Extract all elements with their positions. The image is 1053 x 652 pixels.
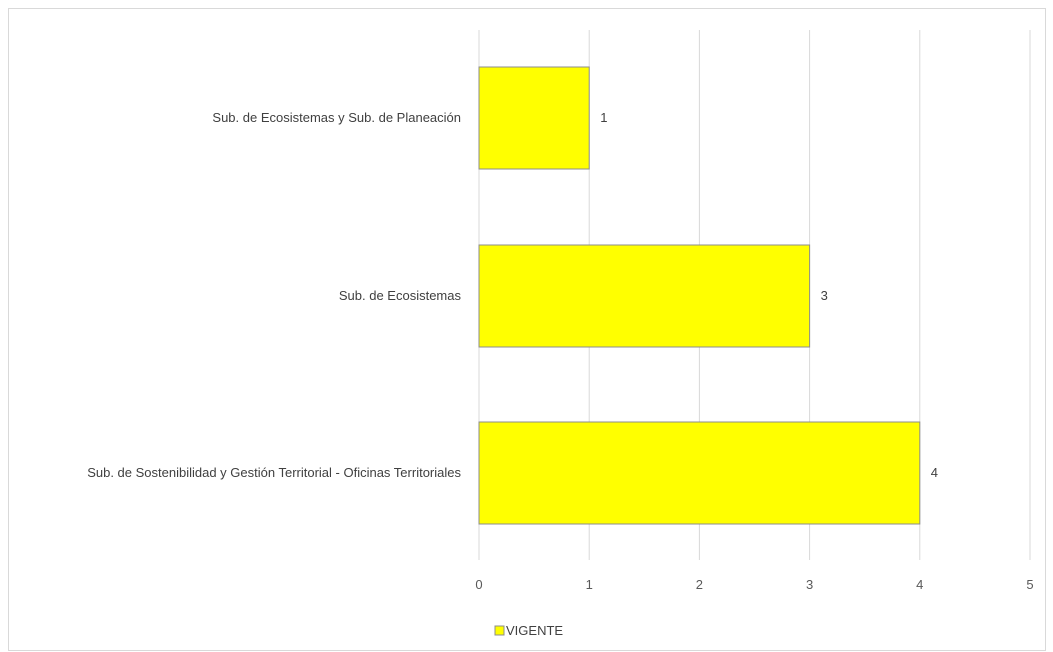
data-label-3: 4 xyxy=(931,465,938,480)
x-tick-labels: 0 1 2 3 4 5 xyxy=(475,577,1033,592)
bars xyxy=(478,66,921,525)
bar-1 xyxy=(478,66,590,170)
category-labels: Sub. de Ecosistemas y Sub. de Planeación… xyxy=(87,110,461,480)
x-tick-label-1: 1 xyxy=(586,577,593,592)
legend: VIGENTE xyxy=(494,623,563,638)
x-tick-label-0: 0 xyxy=(475,577,482,592)
bar-3 xyxy=(478,421,921,525)
x-tick-label-3: 3 xyxy=(806,577,813,592)
data-label-1: 1 xyxy=(600,110,607,125)
x-tick-label-5: 5 xyxy=(1026,577,1033,592)
legend-swatch xyxy=(494,625,505,636)
category-label-3: Sub. de Sostenibilidad y Gestión Territo… xyxy=(87,465,461,480)
data-label-2: 3 xyxy=(821,288,828,303)
bar-2 xyxy=(478,244,811,348)
data-labels: 1 3 4 xyxy=(600,110,938,480)
x-tick-label-2: 2 xyxy=(696,577,703,592)
category-label-2: Sub. de Ecosistemas xyxy=(339,288,462,303)
category-label-1: Sub. de Ecosistemas y Sub. de Planeación xyxy=(212,110,461,125)
legend-label-vigente: VIGENTE xyxy=(506,623,563,638)
x-tick-label-4: 4 xyxy=(916,577,923,592)
